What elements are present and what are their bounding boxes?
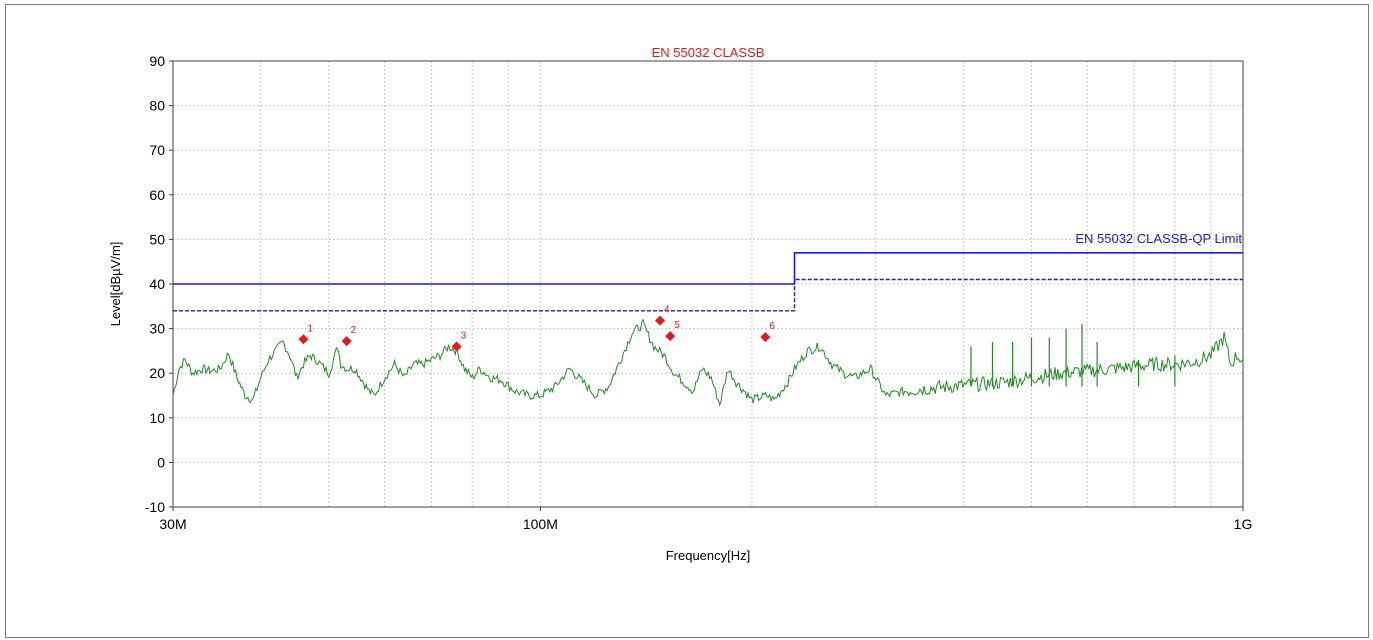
y-tick-label: 50 [149,231,165,247]
qp-limit-dashed-line [173,278,1243,312]
peak-marker [760,332,771,343]
peak-marker [298,334,309,345]
measurement-trace [172,318,1244,407]
y-tick-label: 80 [149,98,165,114]
y-tick-label: 30 [149,321,165,337]
marker-layer: 1 2 3 45 6 [298,305,775,352]
y-tick-label: 90 [149,53,165,69]
peak-marker-label: 5 [674,320,680,331]
x-axis-ticks: 30M 100M 1G [159,507,1252,532]
y-tick-label: 10 [149,410,165,426]
peak-marker [665,331,676,342]
y-tick-label: 20 [149,365,165,381]
peak-marker [655,315,666,326]
y-axis-ticks: 90 80 70 60 50 40 30 20 10 0 -10 [145,53,173,515]
peak-marker-label: 4 [664,305,670,316]
peak-marker-label: 3 [461,330,467,341]
y-axis-label: Level[dBµV/m] [108,242,123,327]
y-tick-label: 70 [149,142,165,158]
peak-marker [451,341,462,352]
y-tick-label: 40 [149,276,165,292]
y-tick-label: 0 [157,454,165,470]
limit-label: EN 55032 CLASSB-QP Limit [1075,231,1242,246]
y-tick-label: -10 [145,499,165,515]
chart-frame [5,4,1369,638]
peak-marker-label: 6 [769,321,775,332]
peak-marker-label: 2 [351,325,357,336]
x-axis-label: Frequency[Hz] [666,548,751,563]
x-tick-label: 100M [523,516,558,532]
y-tick-label: 60 [149,187,165,203]
peak-marker-label: 1 [307,323,313,334]
x-tick-label: 1G [1234,516,1253,532]
x-tick-label: 30M [159,516,186,532]
series-layer [172,252,1244,407]
peak-marker [341,336,352,347]
chart-title: EN 55032 CLASSB [652,45,765,60]
qp-limit-line [173,252,1243,285]
